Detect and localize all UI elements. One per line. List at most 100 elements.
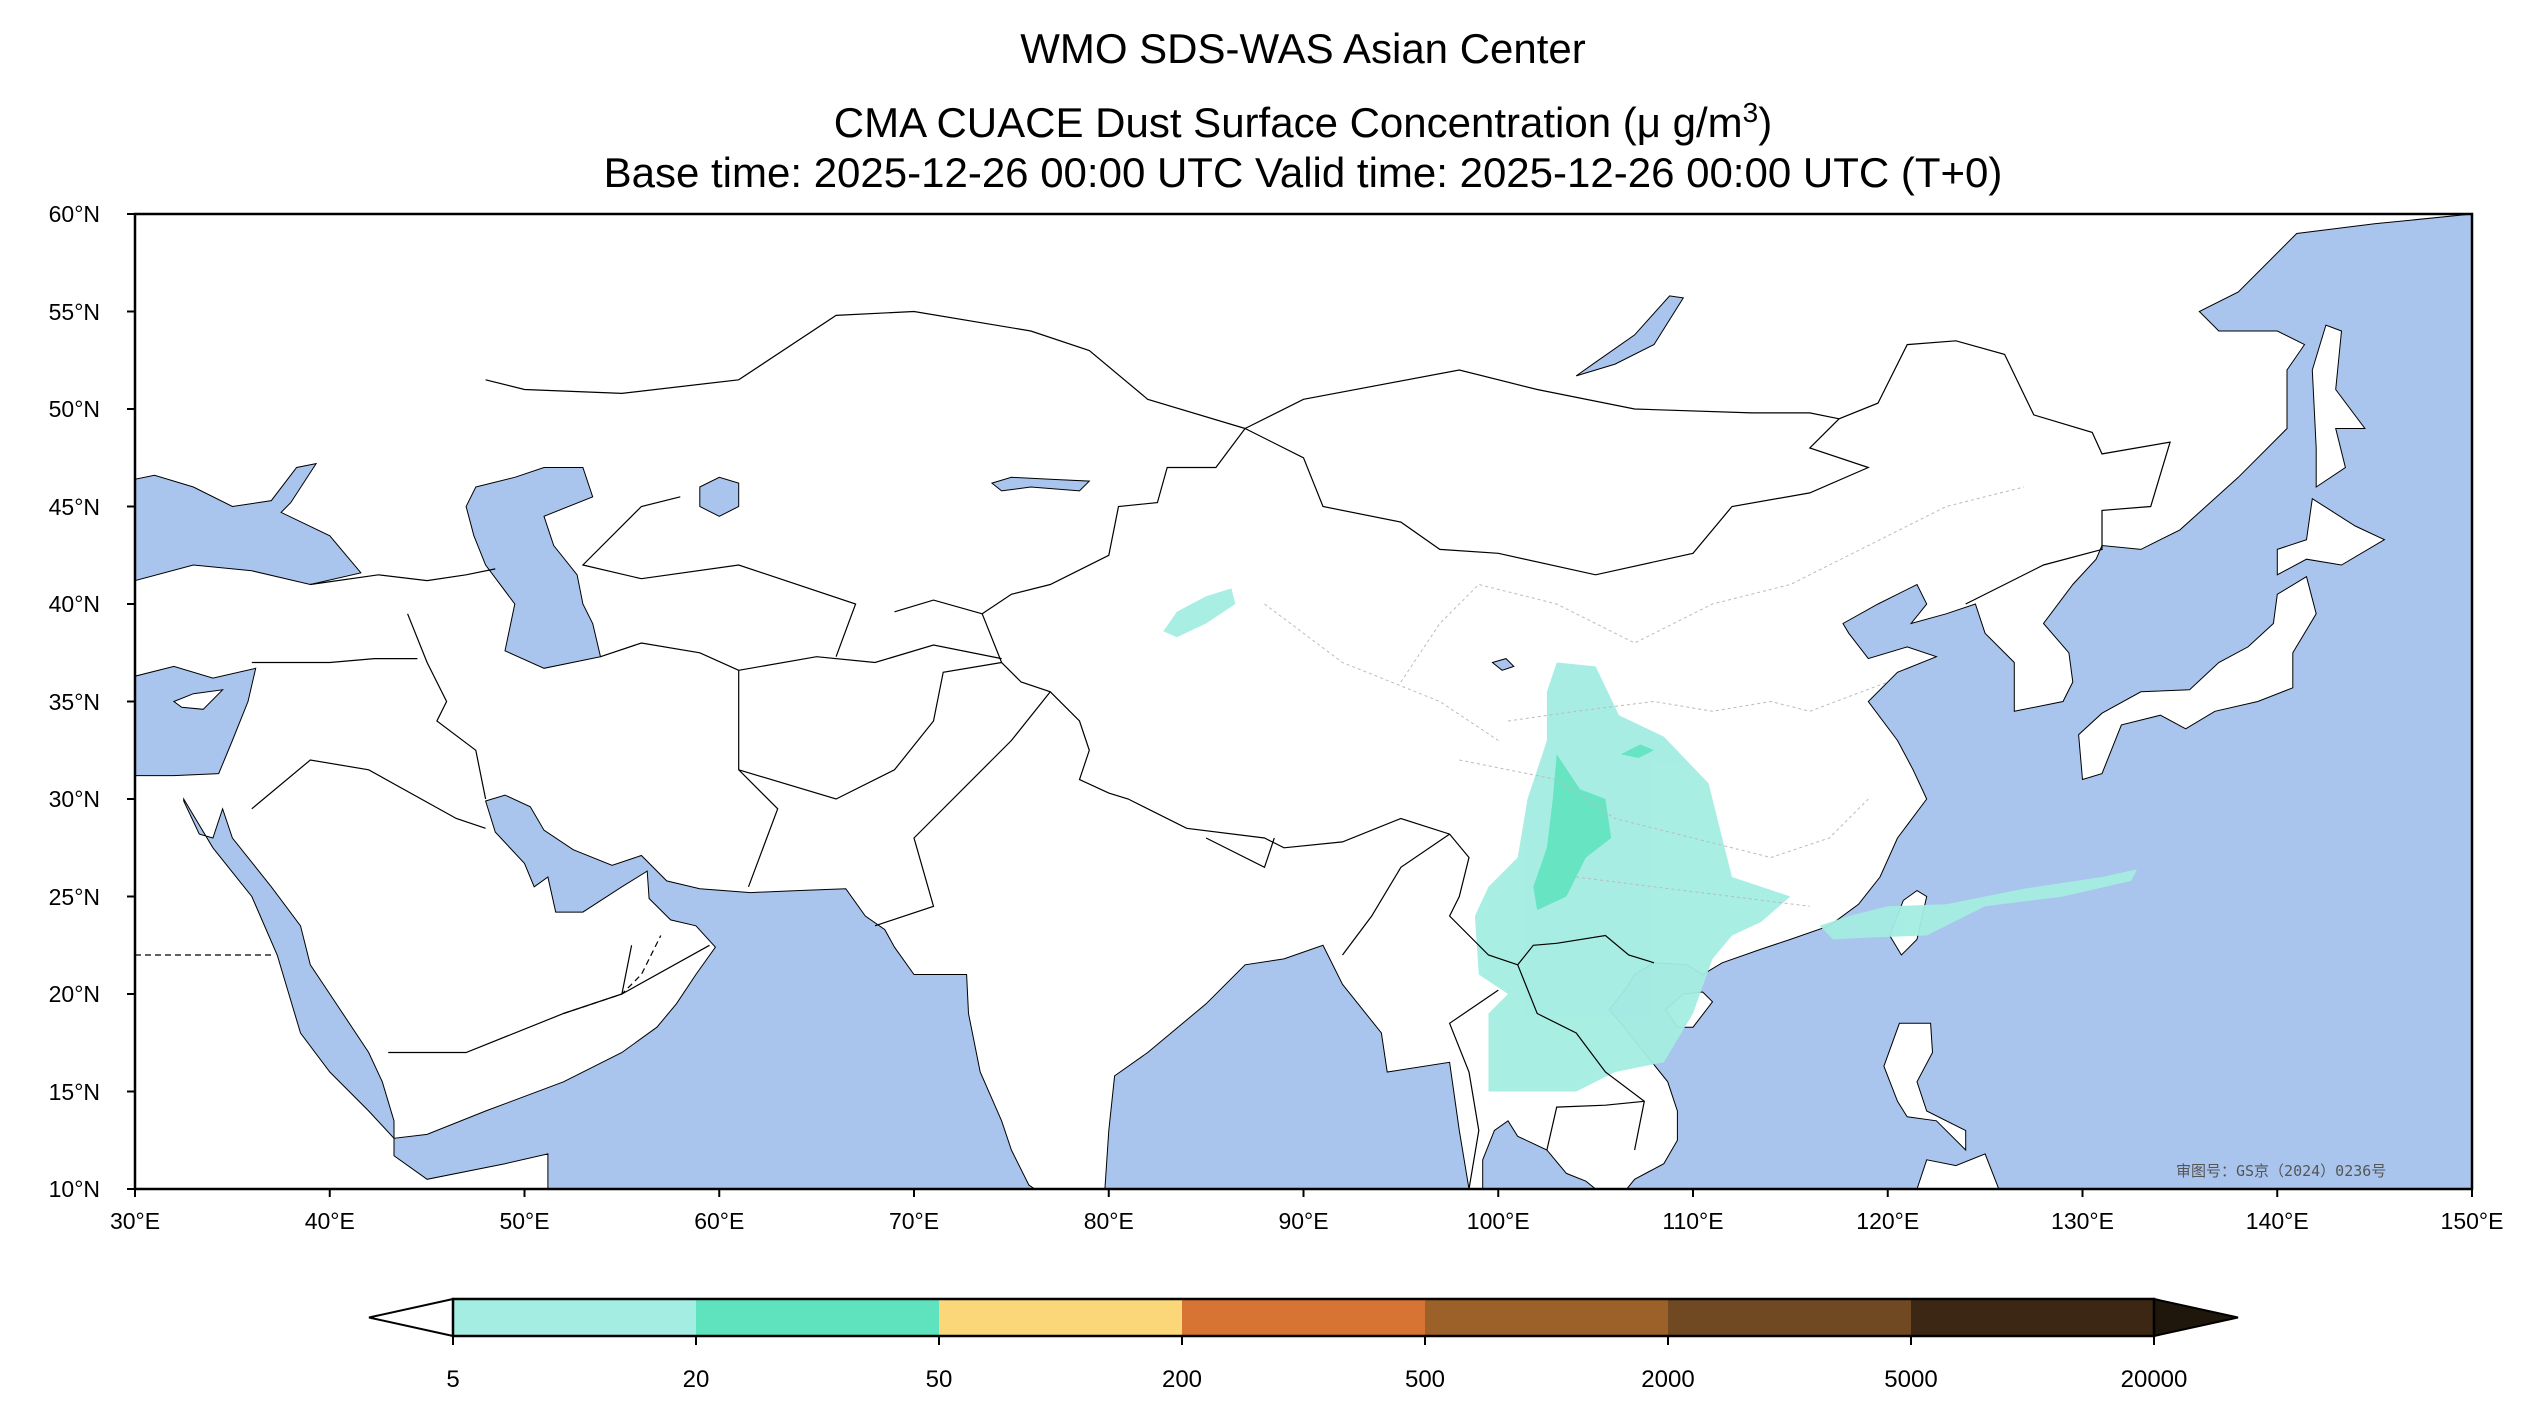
black-sea bbox=[135, 462, 362, 586]
aral-sea bbox=[699, 476, 740, 517]
colorbar-level-label: 50 bbox=[925, 1366, 953, 1393]
lat-tick-label: 15°N bbox=[48, 1078, 100, 1105]
country-border bbox=[738, 661, 1002, 800]
colorbar-segment bbox=[453, 1299, 697, 1336]
country-border bbox=[251, 759, 486, 829]
bay-of-bengal bbox=[1104, 944, 1470, 1189]
title-unit: μ g/m bbox=[1636, 99, 1743, 146]
oman-border bbox=[563, 935, 662, 1015]
lon-tick-label: 130°E bbox=[2051, 1208, 2114, 1234]
title-line-3: Base time: 2025-12-26 00:00 UTC Valid ti… bbox=[603, 149, 2003, 196]
arabian-sea bbox=[393, 794, 1036, 1189]
colorbar-segment bbox=[1182, 1299, 1426, 1336]
lon-tick-label: 60°E bbox=[694, 1208, 745, 1234]
colorbar-segment bbox=[939, 1299, 1183, 1336]
colorbar-segment bbox=[1425, 1299, 1669, 1336]
country-border bbox=[1448, 989, 1499, 1189]
qinghai-lake bbox=[1491, 658, 1515, 671]
gulf-of-thailand bbox=[1482, 1120, 1597, 1189]
lon-tick-label: 110°E bbox=[1662, 1208, 1724, 1234]
dust-shading-layer bbox=[1163, 588, 2137, 1092]
lon-tick-label: 40°E bbox=[304, 1208, 355, 1234]
lon-tick-label: 70°E bbox=[888, 1208, 940, 1234]
lon-tick-label: 90°E bbox=[1278, 1208, 1329, 1234]
lat-tick-label: 35°N bbox=[48, 688, 100, 715]
colorbar-level-label: 500 bbox=[1404, 1366, 1446, 1393]
lake-baikal bbox=[1575, 295, 1685, 377]
japan-hokkaido bbox=[2276, 497, 2386, 576]
province-border bbox=[1264, 603, 1499, 741]
map-approval-watermark: 审图号：GS京（2024）0236号 bbox=[2176, 1162, 2387, 1180]
lat-tick-label: 55°N bbox=[48, 298, 100, 325]
country-border bbox=[621, 944, 710, 995]
japan-honshu bbox=[2078, 575, 2317, 781]
province-border bbox=[1400, 486, 2025, 683]
title-line-1: WMO SDS-WAS Asian Center bbox=[1020, 25, 1586, 72]
lon-tick-label: 80°E bbox=[1083, 1208, 1134, 1234]
title-line-2-suffix: ) bbox=[1758, 99, 1773, 146]
red-sea bbox=[183, 797, 395, 1140]
island-layer bbox=[172, 324, 2386, 1189]
country-borders bbox=[135, 310, 2171, 1189]
colorbar-extend-max bbox=[2153, 1297, 2239, 1338]
colorbar bbox=[368, 1297, 2239, 1345]
lat-tick-label: 30°N bbox=[48, 786, 100, 812]
colorbar-level-label: 2000 bbox=[1641, 1366, 1695, 1393]
country-border bbox=[738, 670, 779, 888]
lat-tick-label: 40°N bbox=[48, 591, 100, 617]
visayas bbox=[1916, 1153, 2000, 1189]
colorbar-segment bbox=[1668, 1299, 1912, 1336]
lon-tick-label: 30°E bbox=[109, 1208, 161, 1234]
lon-tick-label: 150°E bbox=[2440, 1208, 2504, 1234]
dust-region-east-china-sea bbox=[1819, 869, 2137, 940]
dust-region-taklamakan bbox=[1163, 588, 1236, 638]
country-border bbox=[981, 613, 1655, 966]
lake-balkhash bbox=[990, 476, 1091, 492]
title-unit-exponent: 3 bbox=[1742, 97, 1759, 128]
lat-tick-label: 60°N bbox=[48, 201, 100, 227]
title-line-2: CMA CUACE Dust Surface Concentration (μ … bbox=[72, 88, 2534, 148]
lon-tick-label: 50°E bbox=[499, 1208, 550, 1234]
country-border bbox=[1205, 837, 1275, 869]
ocean-layer bbox=[135, 214, 2472, 1189]
lat-tick-label: 50°N bbox=[48, 396, 100, 422]
country-border bbox=[600, 642, 739, 671]
colorbar-level-label: 20 bbox=[682, 1366, 710, 1393]
lat-tick-label: 20°N bbox=[48, 981, 100, 1007]
colorbar-level-label: 5000 bbox=[1884, 1366, 1938, 1393]
dust-region-east-asia bbox=[1474, 662, 1791, 1092]
dust-region-moderate-sichuan bbox=[1533, 754, 1612, 911]
colorbar-extend-min bbox=[368, 1297, 454, 1338]
colorbar-level-label: 200 bbox=[1161, 1366, 1203, 1393]
lon-tick-label: 120°E bbox=[1856, 1208, 1920, 1234]
country-border bbox=[738, 644, 1002, 671]
cyprus bbox=[172, 689, 224, 710]
lat-tick-label: 10°N bbox=[48, 1176, 100, 1202]
country-border bbox=[1546, 1100, 1645, 1151]
country-border bbox=[981, 340, 2171, 615]
lon-tick-label: 140°E bbox=[2245, 1208, 2309, 1234]
country-border bbox=[1342, 833, 1450, 956]
province-border bbox=[1507, 681, 1888, 722]
country-border bbox=[310, 568, 496, 586]
country-border bbox=[874, 691, 1051, 927]
colorbar-frame bbox=[451, 1297, 2156, 1338]
colorbar-level-label: 5 bbox=[446, 1366, 460, 1393]
country-border bbox=[894, 599, 983, 615]
dust-region-moderate-small bbox=[1620, 744, 1654, 758]
country-border bbox=[581, 496, 857, 657]
axis-ticks bbox=[127, 213, 2473, 1197]
colorbar-segment bbox=[696, 1299, 940, 1336]
luzon bbox=[1883, 1022, 1967, 1152]
country-border bbox=[1244, 369, 1840, 430]
sakhalin bbox=[2311, 324, 2366, 488]
province-border bbox=[1459, 759, 1869, 859]
caspian-sea bbox=[465, 467, 602, 669]
lat-tick-label: 45°N bbox=[48, 493, 100, 520]
lon-tick-label: 100°E bbox=[1466, 1208, 1530, 1234]
country-border bbox=[251, 657, 418, 664]
lat-tick-label: 25°N bbox=[48, 883, 100, 910]
colorbar-segment bbox=[1911, 1299, 2155, 1336]
mediterranean-sea bbox=[135, 665, 257, 777]
